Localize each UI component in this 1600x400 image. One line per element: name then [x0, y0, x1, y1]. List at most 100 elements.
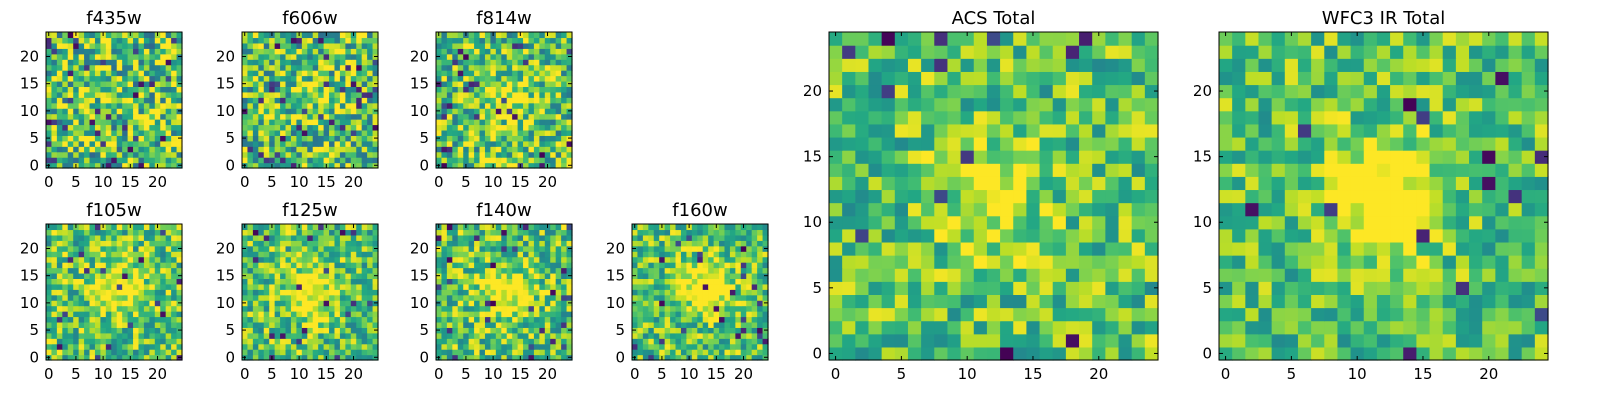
- heatmap-cell: [653, 262, 660, 269]
- heatmap-cell: [664, 343, 671, 350]
- heatmap-cell: [648, 289, 655, 296]
- heatmap-cell: [78, 146, 85, 153]
- heatmap-cell: [719, 327, 726, 334]
- heatmap-cell: [307, 108, 314, 115]
- heatmap-cell: [105, 140, 112, 147]
- heatmap-cell: [855, 241, 870, 256]
- heatmap-cell: [280, 59, 287, 66]
- heatmap-cell: [329, 327, 336, 334]
- heatmap-cell: [495, 59, 502, 66]
- heatmap-cell: [680, 234, 687, 241]
- heatmap-cell: [550, 146, 557, 153]
- heatmap-cell: [171, 86, 178, 93]
- heatmap-cell: [290, 300, 297, 307]
- heatmap-cell: [350, 113, 357, 120]
- heatmap-cell: [67, 48, 74, 55]
- heatmap-cell: [105, 162, 112, 169]
- heatmap-cell: [356, 140, 363, 147]
- heatmap-cell: [62, 70, 69, 77]
- heatmap-cell: [708, 332, 715, 339]
- heatmap-cell: [468, 289, 475, 296]
- heatmap-cell: [100, 53, 107, 60]
- heatmap-cell: [724, 343, 731, 350]
- heatmap-cell: [868, 268, 883, 282]
- heatmap-cell: [274, 129, 281, 136]
- heatmap-cell: [252, 32, 259, 39]
- heatmap-cell: [290, 354, 297, 361]
- heatmap-cell: [73, 37, 80, 44]
- heatmap-cell: [702, 305, 709, 312]
- heatmap-cell: [258, 294, 265, 301]
- heatmap-cell: [290, 97, 297, 104]
- heatmap-cell: [323, 64, 330, 71]
- heatmap-cell: [127, 70, 134, 77]
- heatmap-cell: [334, 80, 341, 87]
- heatmap-cell: [550, 278, 557, 285]
- heatmap-cell: [868, 255, 883, 269]
- heatmap-cell: [100, 327, 107, 334]
- heatmap-cell: [361, 129, 368, 136]
- heatmap-cell: [323, 129, 330, 136]
- heatmap-cell: [653, 272, 660, 279]
- heatmap-cell: [116, 146, 123, 153]
- heatmap-cell: [252, 42, 259, 49]
- heatmap-cell: [528, 224, 535, 231]
- heatmap-cell: [296, 42, 303, 49]
- heatmap-cell: [457, 119, 464, 126]
- heatmap-cell: [62, 91, 69, 98]
- heatmap-cell: [242, 294, 249, 301]
- heatmap-cell: [356, 135, 363, 142]
- heatmap-cell: [269, 262, 276, 269]
- heatmap-cell: [452, 332, 459, 339]
- heatmap-cell: [533, 256, 540, 263]
- heatmap-cell: [46, 113, 53, 120]
- heatmap-cell: [78, 349, 85, 356]
- heatmap-cell: [56, 75, 63, 82]
- heatmap-cell: [708, 278, 715, 285]
- heatmap-cell: [659, 256, 666, 263]
- heatmap-cell: [122, 224, 129, 231]
- heatmap-cell: [501, 151, 508, 158]
- heatmap-cell: [143, 272, 150, 279]
- heatmap-cell: [301, 224, 308, 231]
- heatmap-cell: [318, 59, 325, 66]
- heatmap-cell: [441, 97, 448, 104]
- heatmap-cell: [757, 294, 764, 301]
- heatmap-cell: [523, 343, 530, 350]
- heatmap-cell: [729, 272, 736, 279]
- heatmap-cell: [73, 251, 80, 258]
- heatmap-cell: [345, 305, 352, 312]
- heatmap-cell: [550, 234, 557, 241]
- heatmap-cell: [100, 124, 107, 131]
- heatmap-cell: [561, 97, 568, 104]
- heatmap-cell: [528, 59, 535, 66]
- heatmap-cell: [512, 80, 519, 87]
- heatmap-cell: [436, 256, 443, 263]
- heatmap-cell: [501, 97, 508, 104]
- heatmap-cell: [290, 245, 297, 252]
- heatmap-cell: [1079, 333, 1093, 348]
- heatmap-cell: [51, 86, 58, 93]
- heatmap-cell: [51, 157, 58, 164]
- heatmap-cell: [367, 32, 374, 39]
- heatmap-cell: [642, 240, 649, 247]
- heatmap-cell: [452, 349, 459, 356]
- heatmap-cell: [339, 256, 346, 263]
- heatmap-cell: [176, 70, 183, 77]
- heatmap-cell: [138, 119, 145, 126]
- heatmap-cell: [100, 140, 107, 147]
- heatmap-cell: [501, 316, 508, 323]
- heatmap-cell: [372, 278, 379, 285]
- heatmap-cell: [67, 289, 74, 296]
- heatmap-cell: [544, 86, 551, 93]
- heatmap-cell: [746, 327, 753, 334]
- heatmap-cell: [73, 234, 80, 241]
- heatmap-cell: [702, 245, 709, 252]
- heatmap-cell: [269, 102, 276, 109]
- heatmap-cell: [111, 300, 118, 307]
- heatmap-cell: [318, 102, 325, 109]
- heatmap-cell: [474, 354, 481, 361]
- heatmap-cell: [149, 256, 156, 263]
- x-tick-label: 5: [71, 173, 81, 191]
